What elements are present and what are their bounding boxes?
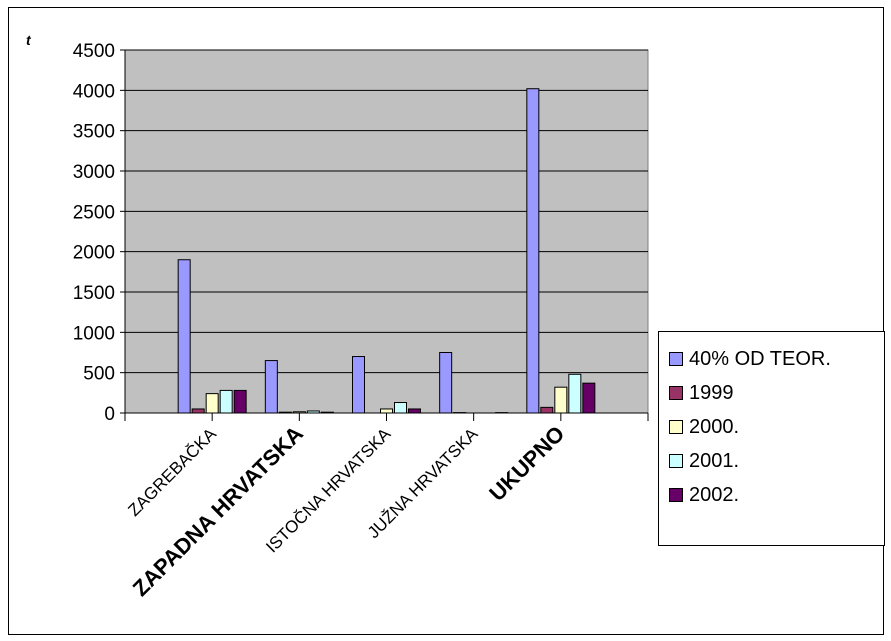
bar-5-1 bbox=[233, 389, 247, 414]
y-tick-label: 3500 bbox=[73, 122, 115, 143]
legend-swatch bbox=[669, 386, 683, 400]
bar-2-5 bbox=[540, 406, 554, 414]
bar-4-5 bbox=[568, 373, 582, 414]
bar-3-3 bbox=[380, 408, 393, 414]
bar-4-3 bbox=[394, 402, 407, 414]
bar-1-5 bbox=[526, 88, 540, 414]
legend-item: 2002. bbox=[659, 478, 884, 512]
bar-3-2 bbox=[292, 411, 306, 414]
bar-3-1 bbox=[205, 393, 219, 414]
bar-4-2 bbox=[306, 410, 320, 414]
legend-swatch bbox=[669, 352, 683, 366]
plot-area bbox=[124, 49, 649, 414]
legend-swatch bbox=[669, 454, 683, 468]
legend-label: 40% OD TEOR. bbox=[689, 347, 831, 370]
legend-item: 2001. bbox=[659, 444, 884, 478]
y-tick-label: 1000 bbox=[73, 323, 115, 344]
y-axis-label: t bbox=[26, 32, 32, 48]
x-tick-label: ZAPADNA HRVATSKA bbox=[128, 421, 308, 601]
legend-item: 2000. bbox=[659, 410, 884, 444]
y-tick-label: 0 bbox=[104, 404, 115, 425]
legend-swatch bbox=[669, 420, 683, 434]
bar-3-5 bbox=[554, 386, 568, 414]
legend-label: 2001. bbox=[689, 449, 740, 472]
legend-label: 2002. bbox=[689, 483, 740, 506]
y-tick-label: 4000 bbox=[73, 81, 115, 102]
bar-5-3 bbox=[408, 408, 421, 414]
bar-1-4 bbox=[439, 352, 453, 414]
legend: 40% OD TEOR. 1999 2000. 2001. 2002. bbox=[658, 331, 885, 546]
y-tick-label: 4500 bbox=[73, 41, 115, 62]
y-tick-label: 3000 bbox=[73, 162, 115, 183]
legend-label: 1999 bbox=[689, 381, 734, 404]
y-tick-label: 2500 bbox=[73, 202, 115, 223]
legend-item: 1999 bbox=[659, 376, 884, 410]
bar-1-1 bbox=[177, 259, 191, 414]
legend-label: 2000. bbox=[689, 415, 740, 438]
bar-2-2 bbox=[278, 411, 292, 414]
y-tick-label: 500 bbox=[83, 364, 115, 385]
y-tick-label: 1500 bbox=[73, 283, 115, 304]
y-tick-label: 2000 bbox=[73, 243, 115, 264]
legend-swatch bbox=[669, 488, 683, 502]
x-tick-label: UKUPNO bbox=[484, 421, 569, 506]
bar-2-1 bbox=[191, 408, 205, 414]
bar-4-1 bbox=[219, 389, 233, 414]
legend-item: 40% OD TEOR. bbox=[659, 342, 884, 376]
bar-1-2 bbox=[264, 360, 278, 414]
bar-5-2 bbox=[320, 411, 334, 414]
bar-5-5 bbox=[582, 382, 596, 414]
bar-1-3 bbox=[352, 356, 365, 414]
